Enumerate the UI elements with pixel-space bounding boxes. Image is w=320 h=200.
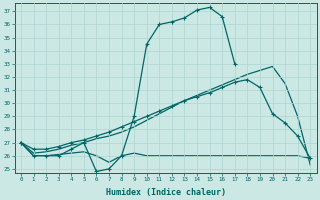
- X-axis label: Humidex (Indice chaleur): Humidex (Indice chaleur): [106, 188, 226, 197]
